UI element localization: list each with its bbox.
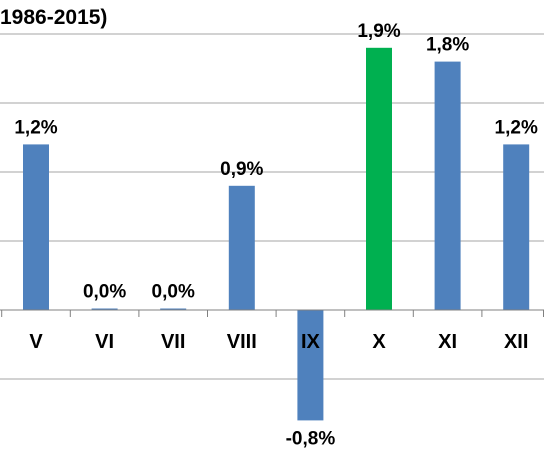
bar-V <box>23 144 49 310</box>
category-label-IX: IX <box>301 331 321 353</box>
data-label-IX: -0,8% <box>286 428 336 449</box>
category-label-X: X <box>372 331 386 353</box>
data-label-VIII: 0,9% <box>220 159 263 180</box>
bar-VI <box>91 308 118 310</box>
data-label-VI: 0,0% <box>83 282 126 303</box>
category-label-VIII: VIII <box>227 331 257 353</box>
data-label-VII: 0,0% <box>152 282 195 303</box>
category-labels: V VI VII VIII IX X XI XII <box>29 331 528 353</box>
category-label-V: V <box>29 331 43 353</box>
chart-title: 1986-2015) <box>0 6 107 29</box>
bar-XII <box>503 144 530 310</box>
bar-VIII <box>228 185 255 310</box>
category-axis <box>0 309 544 317</box>
category-label-VI: VI <box>95 331 114 353</box>
data-labels: 1,2% 0,0% 0,0% 0,9% -0,8% 1,9% 1,8% 1,2% <box>14 21 538 450</box>
bar-XI <box>434 61 461 310</box>
category-label-XI: XI <box>438 331 457 353</box>
gridlines <box>0 33 544 380</box>
data-label-X: 1,9% <box>357 21 400 42</box>
bar-X <box>366 47 392 311</box>
category-label-VII: VII <box>161 331 185 353</box>
bar-IX <box>297 310 324 421</box>
data-label-XI: 1,8% <box>426 35 469 56</box>
data-label-V: 1,2% <box>14 117 57 138</box>
bars <box>23 47 530 421</box>
bar-VII <box>160 308 187 310</box>
category-label-XII: XII <box>504 331 528 353</box>
data-label-XII: 1,2% <box>495 117 538 138</box>
